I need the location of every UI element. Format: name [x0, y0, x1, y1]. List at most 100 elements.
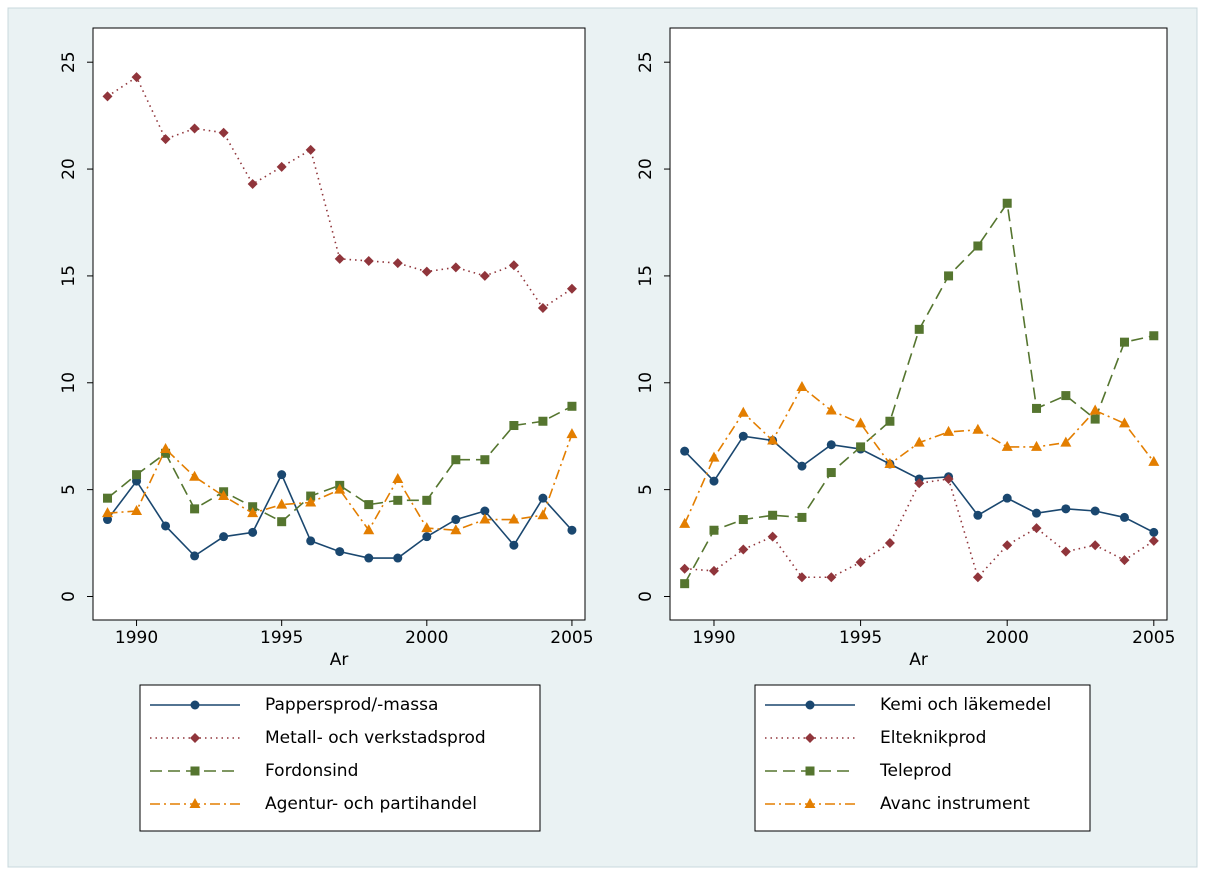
marker — [306, 536, 316, 546]
marker — [102, 507, 114, 518]
marker — [364, 500, 374, 510]
marker — [131, 505, 143, 516]
marker — [1031, 523, 1042, 534]
marker — [1002, 540, 1013, 551]
marker — [277, 470, 287, 480]
marker — [161, 521, 171, 531]
marker — [132, 470, 142, 480]
marker — [189, 123, 200, 134]
marker — [190, 551, 200, 561]
marker — [797, 461, 807, 471]
y-tick-label: 5 — [636, 484, 656, 495]
y-tick-label: 25 — [636, 51, 656, 73]
marker — [1148, 455, 1160, 466]
y-tick-label: 25 — [59, 51, 79, 73]
marker — [218, 490, 230, 501]
marker — [103, 515, 113, 525]
marker — [1090, 540, 1101, 551]
marker — [537, 302, 548, 313]
marker — [102, 91, 113, 102]
marker — [160, 134, 171, 145]
marker — [796, 381, 808, 392]
legend-marker — [190, 700, 200, 710]
marker — [856, 442, 866, 452]
marker — [450, 262, 461, 273]
marker — [161, 448, 171, 458]
marker — [1032, 508, 1042, 518]
marker — [305, 496, 317, 507]
x-tick-label: 2000 — [986, 628, 1029, 648]
marker — [422, 495, 432, 505]
marker — [393, 495, 403, 505]
marker — [422, 532, 432, 542]
legend-label: Metall- och verkstadsprod — [265, 728, 486, 748]
marker — [1119, 337, 1129, 347]
marker — [1060, 436, 1072, 447]
marker — [1089, 404, 1101, 415]
legend-label: Agentur- och partihandel — [265, 794, 477, 814]
marker — [450, 524, 462, 535]
marker — [421, 266, 432, 277]
x-axis-label: Ar — [909, 650, 928, 670]
marker — [393, 553, 403, 563]
marker — [537, 509, 549, 520]
marker — [797, 512, 807, 522]
marker — [913, 436, 925, 447]
legend-label: Avanc instrument — [880, 794, 1030, 814]
marker — [1061, 391, 1071, 401]
marker — [508, 513, 520, 524]
marker — [1002, 493, 1012, 503]
legend-marker — [805, 766, 815, 776]
marker — [421, 522, 433, 533]
x-tick-label: 2005 — [550, 628, 593, 648]
marker — [738, 515, 748, 525]
legend-marker — [805, 733, 815, 743]
marker — [1149, 527, 1159, 537]
legend-marker — [804, 798, 816, 808]
marker — [972, 423, 984, 434]
marker — [479, 270, 490, 281]
y-tick-label: 10 — [636, 372, 656, 394]
marker — [566, 428, 578, 439]
legend-marker — [190, 733, 200, 743]
marker — [567, 525, 577, 535]
marker — [1002, 198, 1012, 208]
marker — [334, 483, 346, 494]
marker — [509, 540, 519, 550]
marker — [826, 572, 837, 583]
marker — [247, 179, 258, 190]
x-tick-label: 1990 — [115, 628, 158, 648]
marker — [306, 491, 316, 501]
marker — [218, 127, 229, 138]
legend-box — [139, 684, 541, 832]
y-tick-label: 20 — [59, 158, 79, 180]
marker — [363, 255, 374, 266]
marker — [567, 401, 577, 411]
marker — [855, 557, 866, 568]
marker — [943, 473, 954, 484]
marker — [914, 478, 925, 489]
marker — [276, 161, 287, 172]
marker — [973, 510, 983, 520]
marker — [479, 513, 491, 524]
x-tick-label: 1995 — [260, 628, 303, 648]
marker — [334, 253, 345, 264]
x-tick-label: 2000 — [405, 628, 448, 648]
marker — [248, 502, 258, 512]
marker — [1031, 440, 1043, 451]
series-line — [107, 405, 573, 523]
marker — [943, 425, 955, 436]
marker — [1001, 440, 1013, 451]
marker — [767, 531, 778, 542]
marker — [305, 144, 316, 155]
x-axis-label: Ar — [330, 650, 349, 670]
legend-label: Teleprod — [879, 761, 952, 781]
marker — [1148, 535, 1159, 546]
marker — [480, 506, 490, 516]
plot-area — [669, 27, 1168, 621]
y-tick-label: 0 — [59, 591, 79, 602]
marker — [1118, 417, 1130, 428]
legend-label: Kemi och läkemedel — [880, 695, 1051, 715]
marker — [680, 579, 690, 589]
